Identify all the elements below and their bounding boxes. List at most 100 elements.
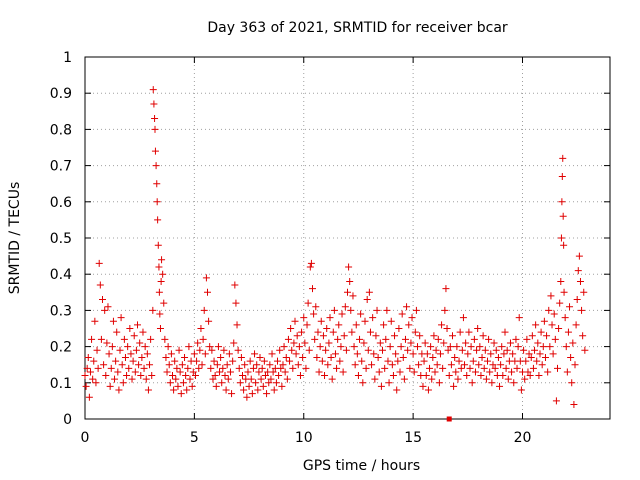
data-point: [183, 386, 191, 394]
y-tick-label: 0.8: [50, 122, 72, 138]
data-point: [384, 357, 392, 365]
data-point: [540, 317, 548, 325]
data-point: [459, 314, 467, 322]
data-point: [555, 325, 563, 332]
x-tick-label: 10: [295, 430, 313, 446]
data-point: [517, 386, 525, 394]
data-point: [473, 346, 481, 354]
data-point: [153, 198, 161, 206]
data-point: [499, 372, 507, 380]
data-point: [149, 86, 157, 94]
data-point: [560, 241, 568, 249]
data-point: [574, 267, 582, 275]
data-point: [497, 361, 505, 369]
data-point: [435, 379, 443, 387]
data-point: [142, 375, 150, 383]
data-point: [157, 277, 165, 285]
data-point: [557, 234, 565, 242]
data-point: [154, 241, 162, 249]
data-point: [197, 325, 205, 332]
data-point: [412, 306, 420, 314]
data-point: [128, 375, 136, 383]
axis-ticks: [84, 56, 610, 420]
data-point: [375, 368, 383, 376]
data-point: [559, 154, 567, 162]
data-point: [453, 343, 461, 351]
data-point: [224, 375, 232, 383]
data-point: [191, 372, 199, 380]
data-point: [430, 332, 438, 340]
data-point: [279, 361, 287, 369]
data-point: [366, 328, 374, 336]
data-point: [163, 368, 171, 376]
data-point: [282, 353, 290, 361]
data-point: [221, 372, 229, 380]
data-point: [286, 357, 294, 365]
data-point: [342, 346, 350, 354]
data-point: [394, 357, 402, 365]
y-tick-label: 0.3: [50, 303, 72, 319]
data-point: [557, 277, 565, 285]
y-axis-label: SRMTID / TECUs: [7, 182, 23, 295]
data-point: [322, 346, 330, 354]
data-point: [496, 382, 504, 390]
data-point: [528, 332, 536, 340]
data-point: [480, 364, 488, 372]
data-point: [573, 296, 581, 304]
data-point: [476, 343, 484, 351]
data-point: [120, 335, 128, 343]
data-point: [512, 335, 520, 343]
data-point: [524, 368, 532, 376]
data-point: [377, 382, 385, 390]
data-point: [177, 390, 185, 398]
data-point: [331, 350, 339, 358]
axis-tick-labels: 00.10.20.30.40.50.60.70.80.910 5 10 15 20: [50, 50, 532, 446]
data-point: [300, 314, 308, 322]
data-point: [556, 299, 564, 307]
data-point: [421, 339, 429, 347]
data-point: [151, 125, 159, 133]
data-point: [364, 346, 372, 354]
data-point: [337, 343, 345, 351]
data-point: [123, 372, 131, 380]
data-point: [498, 343, 506, 351]
data-point: [521, 375, 529, 383]
data-point: [253, 361, 261, 369]
data-point: [452, 368, 460, 376]
data-point: [171, 357, 179, 365]
data-point: [139, 328, 147, 336]
y-tick-label: 0.2: [50, 340, 72, 356]
data-point: [225, 350, 233, 358]
data-point: [198, 361, 206, 369]
data-point: [194, 339, 202, 347]
data-point: [275, 372, 283, 380]
data-point: [488, 379, 496, 387]
data-point: [533, 357, 541, 365]
data-point: [506, 339, 514, 347]
data-point: [564, 328, 572, 336]
data-point: [234, 346, 242, 354]
data-point: [463, 372, 471, 380]
data-point: [492, 346, 500, 354]
data-point: [268, 350, 276, 358]
data-point: [570, 401, 578, 409]
data-point: [93, 346, 101, 354]
data-point: [90, 357, 98, 365]
data-point: [213, 361, 221, 369]
data-point: [500, 350, 508, 358]
data-point: [205, 317, 213, 325]
data-point: [336, 357, 344, 365]
data-point: [233, 321, 241, 329]
y-tick-label: 1: [63, 50, 72, 66]
data-point: [407, 339, 415, 347]
data-point: [400, 375, 408, 383]
data-point: [149, 306, 157, 314]
data-point: [578, 306, 586, 314]
data-point: [82, 382, 90, 390]
data-point: [439, 364, 447, 372]
data-point: [243, 393, 251, 401]
data-point: [319, 332, 327, 340]
data-point: [427, 343, 435, 351]
data-point: [161, 335, 169, 343]
data-point: [455, 357, 463, 365]
